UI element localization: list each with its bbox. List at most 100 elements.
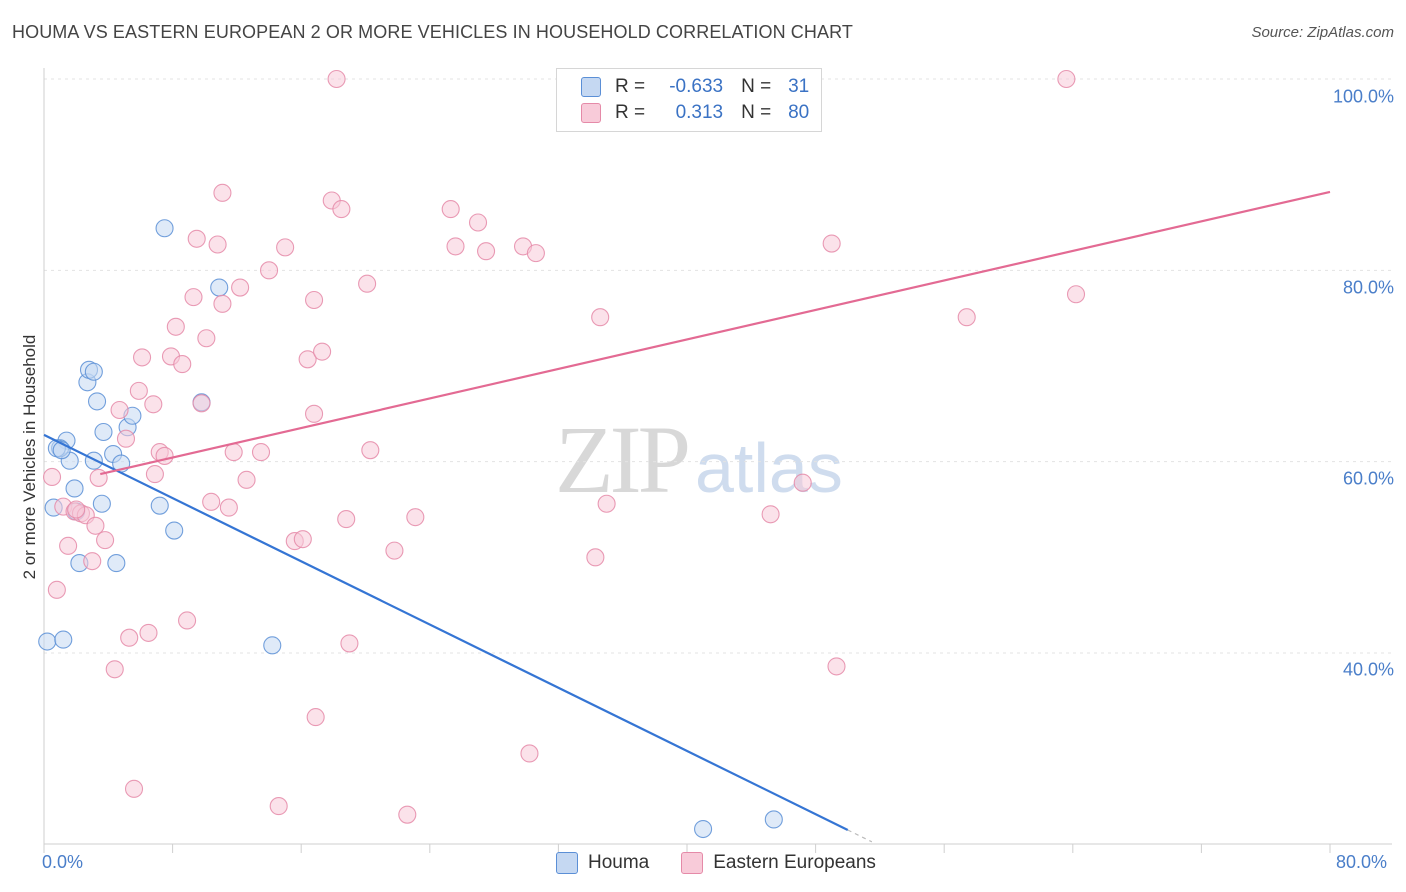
- legend-r-value-eastern: 0.313: [675, 102, 724, 123]
- houma-swatch: [581, 77, 601, 97]
- watermark-zip: ZIP: [555, 406, 691, 513]
- houma-point: [94, 422, 113, 442]
- eastern-point: [793, 473, 812, 492]
- eastern-point: [957, 308, 976, 327]
- legend-r-value-houma: -0.633: [669, 76, 724, 97]
- legend-n-label: N =: [741, 102, 772, 123]
- eastern-point: [83, 552, 102, 571]
- houma-point: [107, 554, 126, 573]
- legend-r-label: R =: [615, 76, 646, 97]
- houma-legend-swatch: [556, 852, 578, 874]
- eastern-point: [385, 541, 404, 560]
- eastern-point: [224, 443, 243, 462]
- y-tick-label-80: 80.0%: [1342, 277, 1394, 298]
- eastern-point: [219, 498, 238, 517]
- eastern-point: [398, 805, 417, 824]
- eastern-point: [358, 274, 377, 293]
- eastern-point: [124, 779, 144, 798]
- houma-point: [84, 451, 103, 470]
- eastern-point: [597, 494, 616, 513]
- eastern-point: [197, 329, 216, 348]
- eastern-point: [139, 623, 158, 642]
- eastern-point: [213, 183, 232, 202]
- eastern-point: [259, 261, 279, 280]
- legend-r-label: R =: [615, 102, 646, 123]
- eastern-point: [133, 348, 152, 367]
- eastern-point: [145, 465, 164, 484]
- eastern-point: [468, 213, 488, 232]
- x-tick-label-max: 80.0%: [1336, 852, 1388, 872]
- houma-point: [764, 810, 783, 829]
- houma-point: [54, 630, 73, 649]
- eastern-point: [67, 500, 86, 519]
- eastern-point: [520, 744, 539, 763]
- eastern-point: [208, 235, 227, 254]
- eastern-point: [166, 317, 185, 336]
- grid-lines: [44, 78, 1392, 654]
- houma-points: [38, 219, 783, 839]
- eastern-point: [231, 278, 250, 297]
- series-legend: Houma Eastern Europeans: [556, 852, 876, 874]
- axes: [43, 68, 1392, 853]
- legend-row-eastern: R = 0.313 N = 80: [581, 101, 809, 125]
- eastern-point: [1057, 69, 1076, 89]
- eastern-point: [269, 797, 288, 816]
- y-axis-label: 2 or more Vehicles in Household: [20, 334, 39, 580]
- eastern-point: [327, 69, 346, 89]
- houma-point: [65, 479, 84, 498]
- x-tick-label-min: 0.0%: [42, 852, 84, 872]
- houma-point: [694, 819, 713, 839]
- eastern-point: [184, 288, 203, 307]
- watermark-atlas: atlas: [695, 429, 843, 507]
- y-tick-label-100: 100.0%: [1332, 86, 1394, 107]
- eastern-point: [59, 536, 78, 555]
- eastern-point: [86, 516, 105, 535]
- eastern-point: [202, 492, 221, 511]
- eastern-point: [305, 290, 324, 310]
- eastern-point: [361, 441, 380, 460]
- eastern-point: [120, 628, 139, 647]
- houma-point: [87, 392, 107, 411]
- eastern-legend-label: Eastern Europeans: [713, 852, 876, 873]
- houma-point: [165, 521, 184, 540]
- houma-point: [150, 496, 169, 515]
- eastern-point: [332, 200, 351, 219]
- eastern-point: [178, 611, 197, 630]
- eastern-point: [526, 244, 545, 263]
- y-tick-label-40: 40.0%: [1342, 659, 1394, 680]
- eastern-point: [293, 530, 312, 549]
- houma-point: [155, 219, 174, 238]
- eastern-point: [47, 580, 66, 599]
- eastern-point: [96, 531, 115, 550]
- eastern-point: [251, 443, 271, 462]
- eastern-point: [298, 350, 317, 369]
- legend-row-houma: R = -0.633 N = 31: [581, 75, 809, 99]
- eastern-point: [591, 308, 610, 327]
- eastern-point: [213, 294, 232, 313]
- houma-point: [92, 494, 111, 513]
- eastern-point: [446, 237, 465, 256]
- eastern-point: [105, 660, 124, 679]
- eastern-legend-swatch: [681, 852, 704, 874]
- eastern-point: [340, 634, 359, 653]
- eastern-trend-line: [100, 190, 1331, 476]
- eastern-point: [110, 400, 129, 420]
- eastern-point: [237, 470, 256, 489]
- houma-trend-extension: [847, 829, 873, 843]
- houma-point: [38, 632, 57, 651]
- eastern-point: [822, 234, 841, 253]
- eastern-point: [192, 394, 211, 413]
- eastern-swatch: [581, 103, 601, 123]
- eastern-point: [761, 505, 780, 524]
- eastern-point: [187, 229, 206, 248]
- eastern-point: [173, 355, 192, 374]
- y-tick-label-60: 60.0%: [1342, 468, 1394, 489]
- eastern-point: [144, 395, 163, 414]
- eastern-point: [306, 708, 325, 727]
- eastern-point: [42, 467, 62, 487]
- eastern-point: [406, 508, 425, 527]
- legend-n-value-houma: 31: [788, 76, 810, 97]
- source-label: Source: ZipAtlas.com: [1251, 24, 1394, 41]
- chart-title: HOUMA VS EASTERN EUROPEAN 2 OR MORE VEHI…: [12, 22, 853, 42]
